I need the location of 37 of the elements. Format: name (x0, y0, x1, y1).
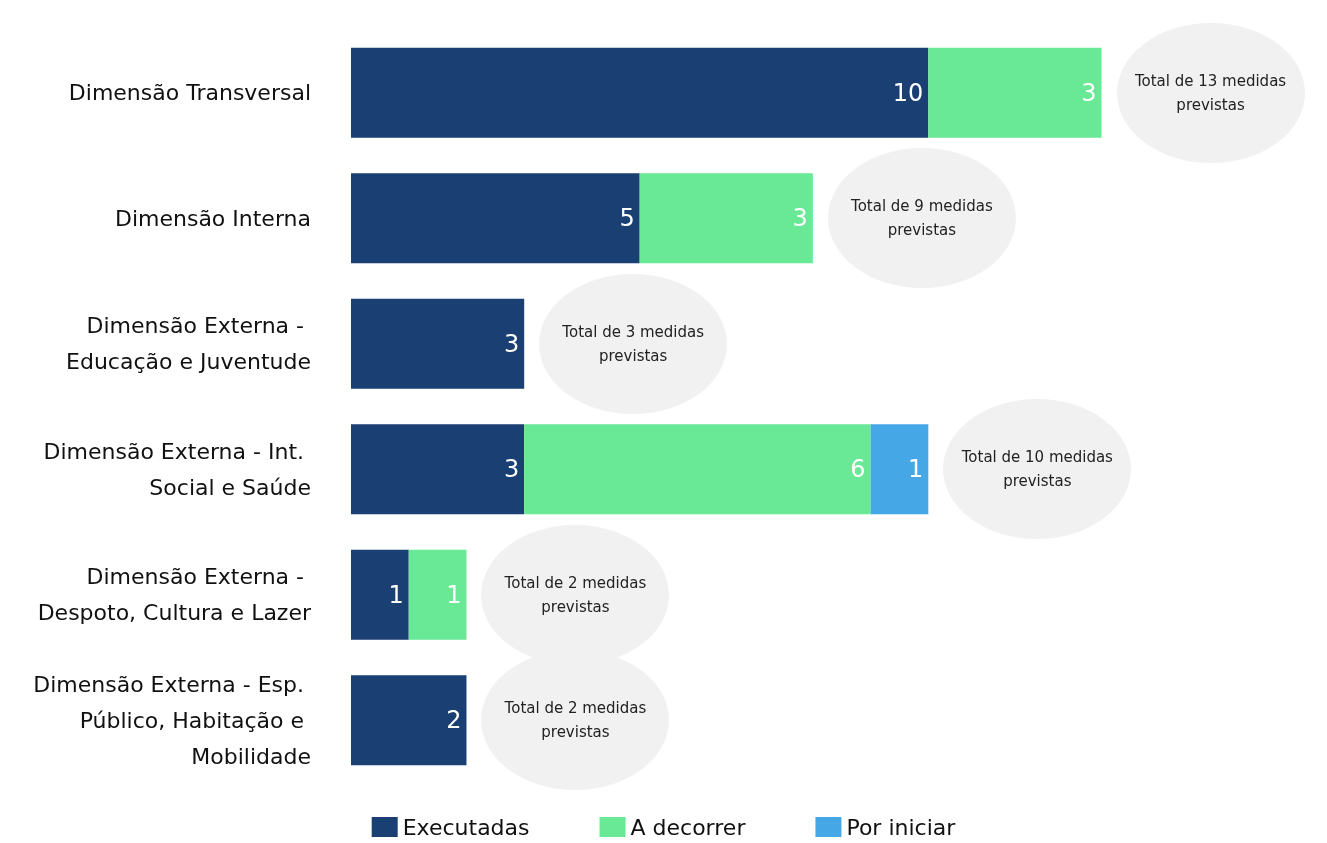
bar (928, 47, 1102, 138)
total-label: Total de 9 medidas previstas (850, 196, 994, 242)
data-label: 1 (388, 580, 404, 609)
legend-label: A decorrer (630, 814, 747, 840)
total-label: Total de 2 medidas previstas (503, 698, 648, 744)
total-label: Total de 10 medidas previstas (960, 447, 1114, 493)
bar (351, 549, 409, 640)
bar (351, 47, 929, 138)
y-tick-label: Dimensão Transversal (68, 80, 311, 106)
bar (639, 173, 813, 264)
data-label: 1 (446, 580, 462, 609)
y-tick-label: Dimensão Externa - Esp. Público, Habitação e Mobilidade (33, 671, 311, 769)
bar (524, 424, 871, 515)
data-label: 10 (892, 78, 924, 107)
data-label: 1 (908, 455, 924, 484)
data-label: 3 (503, 329, 520, 358)
legend-label: Executadas (402, 814, 530, 840)
data-label: 3 (503, 455, 520, 484)
y-tick-label: Dimensão Externa - Educação e Juventude (66, 313, 311, 375)
bar (351, 424, 525, 515)
bar (351, 298, 525, 389)
data-label: 5 (619, 204, 635, 233)
total-label: Total de 13 medidas previstas (1133, 70, 1288, 116)
y-tick-label: Dimensão Interna (114, 205, 311, 231)
data-label: 3 (1081, 78, 1097, 107)
total-label: Total de 2 medidas previstas (503, 572, 648, 618)
data-label: 2 (446, 706, 462, 735)
legend-label: Por iniciar (846, 814, 957, 840)
y-tick-label: Dimensão Externa - Despoto, Cultura e Lazer (37, 564, 312, 626)
bar (870, 424, 929, 515)
total-label: Total de 3 medidas previstas (561, 321, 706, 367)
data-label: 6 (850, 455, 866, 484)
data-label: 3 (792, 204, 808, 233)
bar (408, 549, 467, 640)
y-tick-label: Dimensão Externa - Int. Social e Saúde (43, 438, 311, 500)
bar (351, 173, 640, 264)
bar (351, 675, 467, 766)
